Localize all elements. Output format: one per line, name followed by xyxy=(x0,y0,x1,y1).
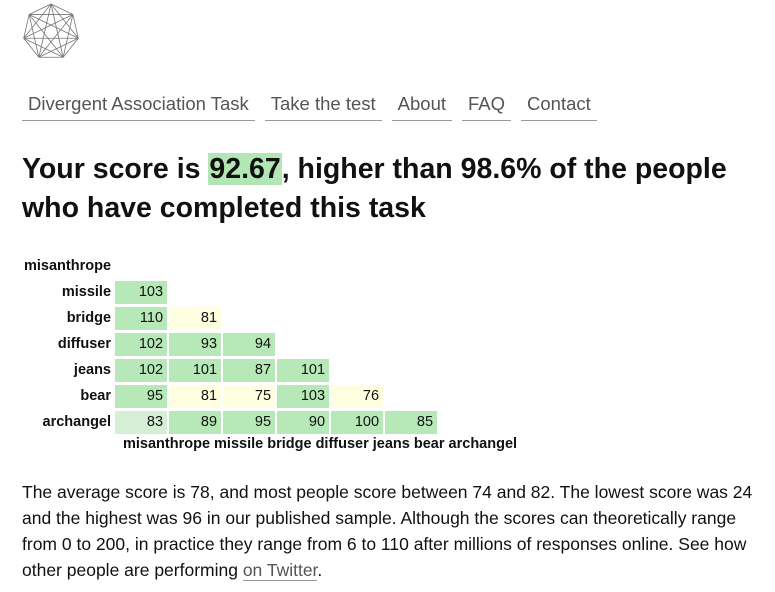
matrix-row: missile 103 xyxy=(24,281,437,304)
matrix-cell: 85 xyxy=(385,411,438,434)
score-description: The average score is 78, and most people… xyxy=(22,479,767,583)
matrix-row-label: missile xyxy=(61,284,112,300)
main-nav: Divergent Association Task Take the test… xyxy=(22,92,597,121)
matrix-column-labels: misanthrope missile bridge diffuser jean… xyxy=(123,436,518,452)
matrix-cell: 87 xyxy=(223,359,276,382)
matrix-cell: 94 xyxy=(223,333,276,356)
twitter-link[interactable]: on Twitter xyxy=(242,560,318,581)
description-end: . xyxy=(317,560,323,580)
matrix-cell: 83 xyxy=(115,411,168,434)
matrix-row-label: diffuser xyxy=(57,336,112,352)
score-suffix: , higher than 98.6% of the people who ha… xyxy=(22,153,727,224)
matrix-cell: 101 xyxy=(169,359,222,382)
similarity-matrix: misanthrope missile 103 bridge 110 81 diffuser… xyxy=(22,252,439,437)
matrix-row-label: bear xyxy=(80,388,112,404)
nav-link-take-the-test[interactable]: Take the test xyxy=(264,92,382,121)
matrix-cell: 102 xyxy=(115,359,168,382)
matrix-cell: 81 xyxy=(169,307,222,330)
matrix-cell: 81 xyxy=(169,385,222,408)
matrix-cell: 89 xyxy=(169,411,222,434)
matrix-cell: 90 xyxy=(277,411,330,434)
matrix-cell: 93 xyxy=(169,333,222,356)
logo[interactable] xyxy=(21,2,81,62)
score-headline: Your score is 92.67, higher than 98.6% o… xyxy=(22,150,762,228)
matrix-row: bear 95 81 75 103 76 xyxy=(24,385,437,408)
nav-link-home[interactable]: Divergent Association Task xyxy=(22,92,255,121)
matrix-cell: 95 xyxy=(115,385,168,408)
matrix-row-label: misanthrope xyxy=(24,258,112,274)
matrix-row: diffuser 102 93 94 xyxy=(24,333,437,356)
matrix-row-label: bridge xyxy=(66,310,112,326)
heptagon-logo-icon xyxy=(23,3,79,58)
score-value: 92.67 xyxy=(208,153,282,185)
matrix-cell: 103 xyxy=(115,281,168,304)
matrix-cell: 101 xyxy=(277,359,330,382)
matrix-row: misanthrope xyxy=(24,255,437,278)
matrix-cell: 75 xyxy=(223,385,276,408)
matrix-row: bridge 110 81 xyxy=(24,307,437,330)
matrix-cell: 100 xyxy=(331,411,384,434)
nav-link-faq[interactable]: FAQ xyxy=(462,92,512,121)
score-prefix: Your score is xyxy=(22,153,209,185)
nav-link-contact[interactable]: Contact xyxy=(521,92,597,121)
matrix-cell: 76 xyxy=(331,385,384,408)
matrix-cell: 103 xyxy=(277,385,330,408)
description-text: The average score is 78, and most people… xyxy=(22,482,753,580)
matrix-row: jeans 102 101 87 101 xyxy=(24,359,437,382)
matrix-cell: 102 xyxy=(115,333,168,356)
matrix-row-label: archangel xyxy=(42,414,112,430)
matrix-cell: 95 xyxy=(223,411,276,434)
matrix-row: archangel 83 89 95 90 100 85 xyxy=(24,411,438,434)
nav-link-about[interactable]: About xyxy=(391,92,453,121)
matrix-cell: 110 xyxy=(115,307,168,330)
matrix-row-label: jeans xyxy=(73,362,112,378)
